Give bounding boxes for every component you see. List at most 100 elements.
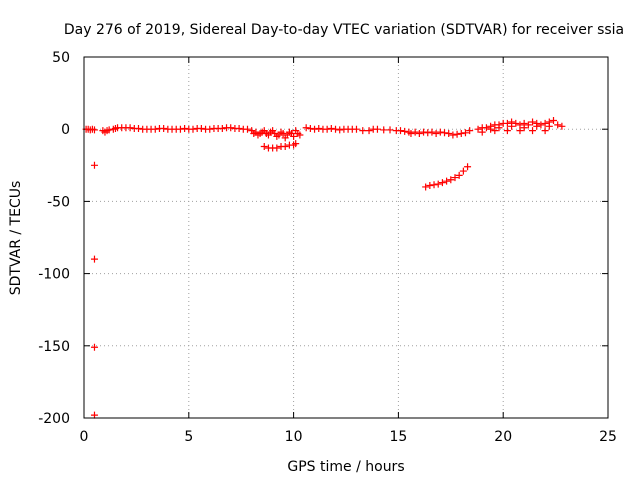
- data-point: [302, 124, 310, 132]
- data-point: [90, 161, 98, 169]
- data-point: [323, 125, 331, 133]
- data-point: [218, 124, 226, 132]
- data-point: [90, 126, 98, 134]
- data-point: [438, 179, 446, 187]
- data-point: [482, 124, 490, 132]
- data-point: [292, 140, 300, 148]
- data-point: [508, 122, 516, 130]
- data-point: [281, 143, 289, 151]
- data-point: [396, 127, 404, 135]
- data-point: [273, 144, 281, 152]
- data-point: [455, 171, 463, 179]
- x-tick-label: 15: [389, 429, 407, 445]
- y-tick-label: -150: [38, 339, 70, 355]
- y-tick-label: 50: [52, 50, 70, 66]
- data-point: [432, 130, 440, 138]
- data-point: [336, 126, 344, 134]
- data-point: [445, 130, 453, 138]
- data-point: [503, 127, 511, 135]
- y-axis-label: SDTVAR / TECUs: [8, 181, 24, 296]
- y-tick-label: -200: [38, 411, 70, 427]
- data-point: [541, 119, 549, 127]
- data-point: [160, 124, 168, 132]
- data-point: [441, 129, 449, 137]
- y-tick-label: 0: [61, 122, 70, 138]
- data-point: [311, 125, 319, 133]
- data-point: [90, 343, 98, 351]
- x-tick-label: 10: [285, 429, 303, 445]
- data-point: [373, 125, 381, 133]
- data-point: [243, 125, 251, 133]
- data-point: [407, 130, 415, 138]
- data-point: [290, 132, 298, 140]
- data-point: [428, 128, 436, 136]
- x-tick-label: 5: [184, 429, 193, 445]
- data-point: [516, 127, 524, 135]
- x-tick-label: 0: [80, 429, 89, 445]
- data-point: [474, 125, 482, 133]
- data-point: [90, 255, 98, 263]
- data-point: [512, 119, 520, 127]
- data-point: [235, 124, 243, 132]
- data-point: [332, 125, 340, 133]
- data-point: [296, 131, 304, 139]
- data-point: [386, 126, 394, 134]
- data-point: [487, 125, 495, 133]
- data-point: [449, 131, 457, 139]
- data-point: [134, 124, 142, 132]
- data-point: [558, 122, 566, 130]
- data-point: [443, 177, 451, 185]
- data-point: [279, 130, 287, 138]
- y-tick-label: -50: [47, 194, 70, 210]
- axis-ticks: -200 -150 -100 -50 0 50 0 5 10 15 20 25: [38, 50, 617, 445]
- data-point: [451, 174, 459, 182]
- data-point: [426, 182, 434, 190]
- data-point: [478, 128, 486, 136]
- data-point: [466, 127, 474, 135]
- x-tick-label: 20: [494, 429, 512, 445]
- data-point: [434, 180, 442, 188]
- data-point: [189, 125, 197, 133]
- data-point: [126, 124, 134, 132]
- data-point: [424, 129, 432, 137]
- data-point: [365, 127, 373, 135]
- data-point: [176, 125, 184, 133]
- data-point: [206, 125, 214, 133]
- data-point: [422, 183, 430, 191]
- data-point: [533, 122, 541, 130]
- data-point: [401, 127, 409, 135]
- data-point: [352, 125, 360, 133]
- data-point: [545, 122, 553, 130]
- data-point: [315, 124, 323, 132]
- data-point: [359, 127, 367, 135]
- data-point: [550, 117, 558, 125]
- data-point: [520, 124, 528, 132]
- data-point: [380, 126, 388, 134]
- data-point: [459, 167, 467, 175]
- data-point: [529, 127, 537, 135]
- data-point: [90, 411, 98, 419]
- data-point: [495, 124, 503, 132]
- plot-frame: [83, 56, 609, 419]
- data-series: [82, 117, 566, 419]
- data-point: [461, 129, 469, 137]
- data-point: [541, 127, 549, 135]
- data-point: [306, 124, 314, 132]
- data-point: [227, 124, 235, 132]
- data-point: [529, 118, 537, 126]
- data-point: [430, 181, 438, 189]
- data-point: [447, 176, 455, 184]
- data-point: [464, 163, 472, 171]
- data-point: [197, 124, 205, 132]
- data-point: [554, 121, 562, 129]
- data-point: [151, 125, 159, 133]
- data-point: [537, 121, 545, 129]
- data-point: [415, 130, 423, 138]
- data-point: [436, 128, 444, 136]
- x-axis-label: GPS time / hours: [287, 459, 404, 475]
- y-tick-label: -100: [38, 267, 70, 283]
- data-point: [491, 127, 499, 135]
- x-tick-label: 25: [599, 429, 617, 445]
- data-point: [105, 126, 113, 134]
